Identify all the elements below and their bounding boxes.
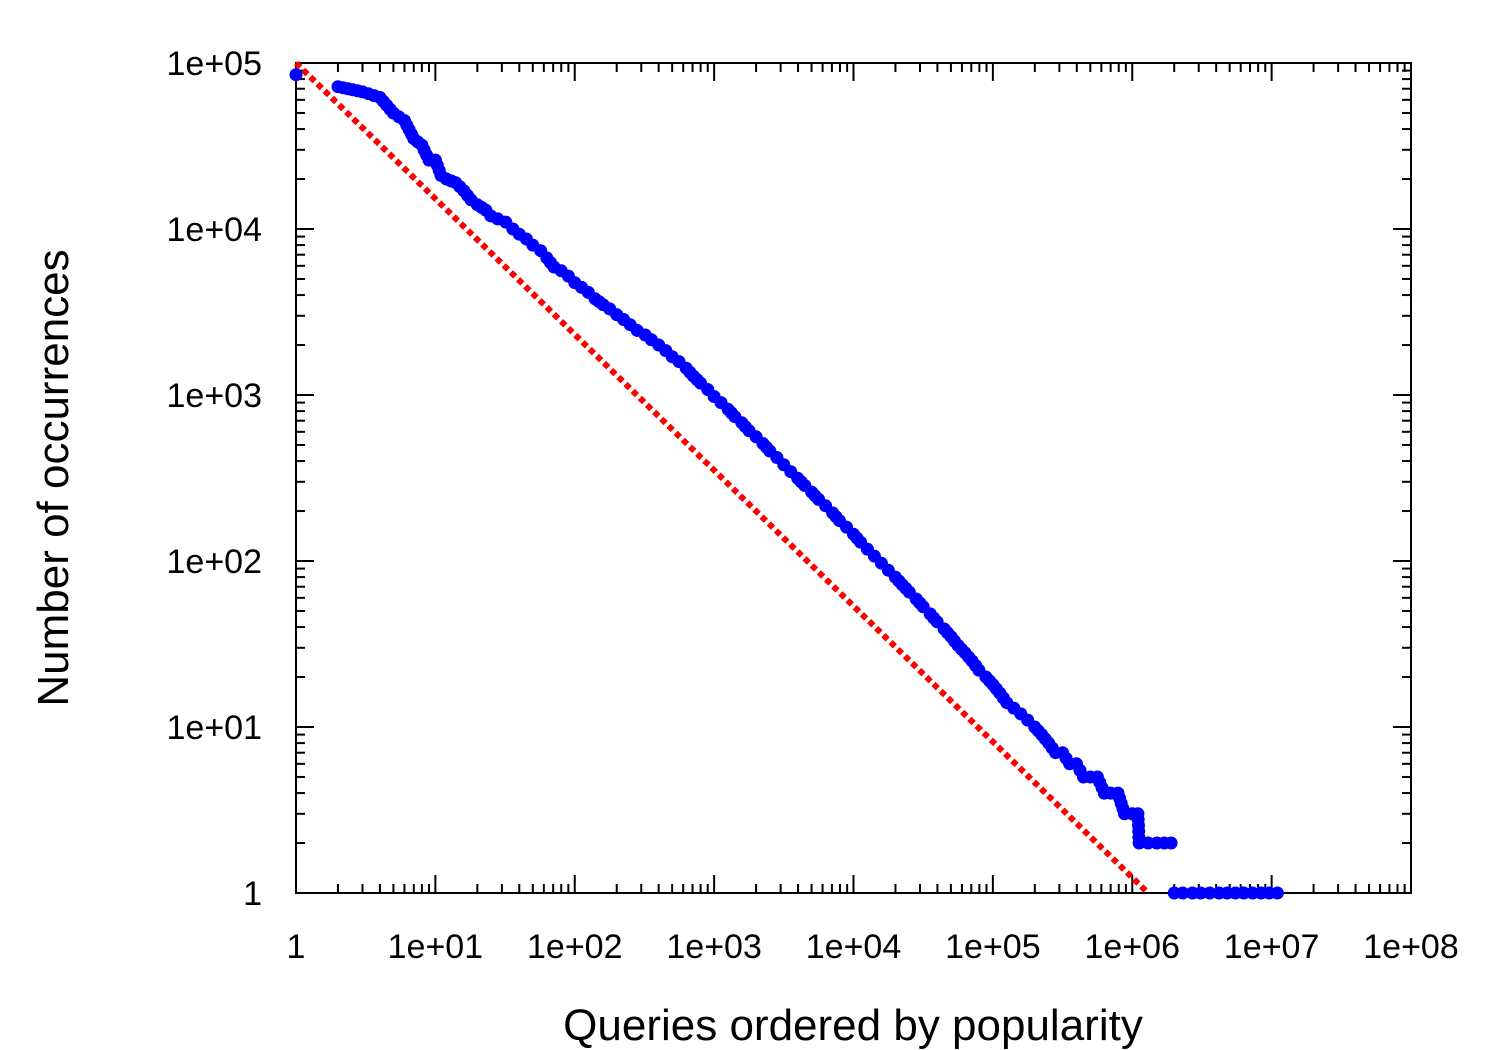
x-tick-label: 1e+06 (1085, 928, 1181, 966)
data-point (1132, 836, 1146, 850)
x-tick-label: 1e+07 (1224, 928, 1320, 966)
data-point (1270, 886, 1284, 900)
y-tick-label: 1e+01 (167, 709, 263, 747)
tick-marks (295, 62, 1412, 894)
data-point (1203, 886, 1217, 900)
x-tick-label: 1e+02 (527, 928, 623, 966)
x-tick-label: 1e+08 (1363, 928, 1459, 966)
y-tick-labels: 1 1e+01 1e+02 1e+03 1e+04 1e+05 (167, 45, 263, 913)
y-axis-title: Number of occurrences (29, 249, 78, 706)
x-axis-title: Queries ordered by popularity (563, 1001, 1143, 1050)
y-tick-label: 1e+02 (167, 543, 263, 581)
data-point (289, 68, 303, 82)
x-tick-label: 1e+05 (945, 928, 1041, 966)
data-point (1176, 886, 1190, 900)
y-tick-label: 1e+04 (167, 211, 263, 249)
x-tick-labels: 1 1e+01 1e+02 1e+03 1e+04 1e+05 1e+06 1e+07 1e+0… (287, 928, 1459, 966)
y-tick-label: 1e+05 (167, 45, 263, 83)
y-tick-label: 1 (243, 875, 262, 913)
x-tick-label: 1e+04 (806, 928, 902, 966)
x-tick-label: 1e+01 (388, 928, 484, 966)
fit-line (293, 60, 1151, 896)
x-tick-label: 1 (287, 928, 306, 966)
y-tick-label: 1e+03 (167, 377, 263, 415)
fit-line-series (293, 60, 1151, 896)
data-point (1194, 886, 1208, 900)
data-point (1164, 836, 1178, 850)
x-tick-label: 1e+03 (666, 928, 762, 966)
data-points-series (289, 68, 1284, 900)
data-point (1237, 886, 1251, 900)
